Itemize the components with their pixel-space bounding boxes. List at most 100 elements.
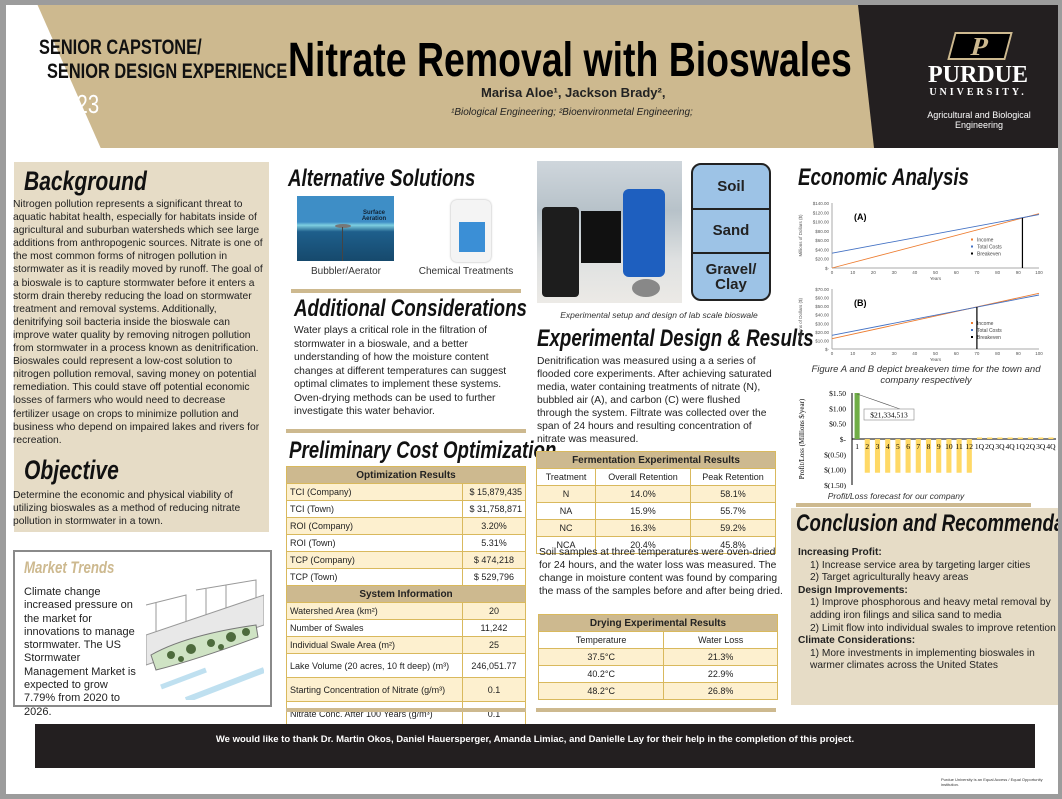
table-header-row-cell: Water Loss: [663, 631, 778, 649]
x-tick-label: 1Q: [975, 442, 985, 451]
conclusion-item: 1) More investments in implementing bios…: [810, 647, 1035, 672]
optimization-header-title: Optimization Results: [286, 466, 526, 484]
y-tick-label: $140.00: [813, 201, 830, 206]
bioswale-illustration: [146, 579, 264, 700]
divider: [291, 289, 521, 293]
lab-setup-photo: [537, 161, 682, 303]
x-tick-label: 70: [974, 270, 980, 275]
affiliations: ¹Biological Engineering; ²Bioenvironmeta…: [451, 107, 693, 118]
x-tick-label: 50: [933, 351, 939, 356]
x-tick-label: 5: [896, 442, 900, 451]
table-row: 48.2°C 26.8%: [537, 682, 778, 700]
x-tick-label: 30: [892, 270, 898, 275]
x-axis-label: Years: [930, 276, 942, 281]
authors: Marisa Aloe¹, Jackson Brady²,: [481, 85, 666, 100]
system-header: System Information: [286, 585, 526, 603]
x-tick-label: 1: [855, 442, 859, 451]
table-row-cell: TCP (Town): [286, 568, 463, 586]
table-row-cell: 48.2°C: [537, 682, 665, 700]
layer-sand: Sand: [693, 210, 769, 255]
table-row: 40.2°C 22.9%: [537, 665, 778, 683]
purdue-wordmark: PURDUE: [928, 62, 1028, 88]
y-tick-label: $1.00: [829, 404, 846, 413]
table-row-cell: 16.3%: [595, 519, 691, 537]
table-row: Starting Concentration of Nitrate (g/m³)…: [286, 677, 527, 702]
conclusion-list: Increasing Profit: 1) Increase service ar…: [798, 547, 1056, 673]
table-header-row: Treatment Overall Retention Peak Retention: [535, 468, 776, 486]
legend-label: Income: [977, 321, 994, 327]
alternative-solutions-title: Alternative Solutions: [288, 165, 476, 192]
x-tick-label: 3Q: [1036, 442, 1046, 451]
purdue-p-logo-icon: P: [947, 32, 1013, 61]
y-tick-label: $(1.50): [824, 481, 846, 489]
acknowledgement-footer: We would like to thank Dr. Martin Okos, …: [35, 724, 1035, 768]
conclusion-item: 2) Target agriculturally heavy areas: [810, 572, 969, 584]
x-tick-label: 3: [876, 442, 880, 451]
table-row-cell: TCP (Company): [286, 551, 463, 569]
x-tick-label: 12: [966, 442, 974, 451]
series-line-income: [831, 292, 1040, 340]
table-row: ROI (Company) 3.20%: [286, 517, 527, 535]
bar: [1017, 437, 1023, 439]
x-tick-label: 2Q: [985, 442, 995, 451]
series-line-total-costs: [831, 214, 1040, 254]
table-row-cell: ROI (Company): [286, 517, 463, 535]
bar: [1048, 437, 1054, 439]
capstone-line-2: SENIOR DESIGN EXPERIENCE: [47, 60, 288, 83]
x-tick-label: 60: [954, 270, 960, 275]
table-row-cell: Number of Swales: [286, 619, 463, 637]
y-tick-label: $120.00: [813, 210, 830, 215]
y-tick-label: $-: [825, 266, 830, 271]
legend-marker: [971, 336, 973, 338]
table-row-cell: 22.9%: [663, 665, 778, 683]
table-row-cell: 45.8%: [690, 536, 776, 554]
annotation-label: $21,334,513: [870, 411, 908, 420]
bioswale-layers-diagram: Soil Sand Gravel/ Clay: [691, 163, 771, 301]
conclusion-item: 1) Increase service area by targeting la…: [810, 559, 1031, 571]
table-row-cell: Lake Volume (20 acres, 10 ft deep) (m³): [286, 653, 463, 678]
poster: SENIOR CAPSTONE/ SENIOR DESIGN EXPERIENC…: [6, 5, 1058, 794]
legend-marker: [971, 238, 973, 241]
y-tick-label: $60.00: [815, 238, 829, 243]
x-tick-label: 70: [974, 351, 980, 356]
bar: [997, 437, 1003, 439]
table-row: Number of Swales 11,242: [286, 619, 527, 637]
table-header-row-cell: Overall Retention: [595, 468, 691, 486]
capstone-line-1: SENIOR CAPSTONE/: [39, 36, 202, 59]
bubbler-aerator-image: Surface Aeration: [297, 196, 394, 261]
table-row-cell: 55.7%: [690, 502, 776, 520]
setup-caption: Experimental setup and design of lab sca…: [560, 310, 758, 320]
x-tick-label: 90: [1016, 270, 1022, 275]
table-row: Lake Volume (20 acres, 10 ft deep) (m³) 2…: [286, 653, 527, 678]
table-row-cell: 246,051.77: [461, 653, 527, 678]
bar: [925, 439, 932, 473]
y-tick-label: $20.00: [815, 330, 829, 335]
table-row: 37.5°C 21.3%: [537, 648, 778, 666]
table-header-row: Temperature Water Loss: [537, 631, 778, 649]
objective-title: Objective: [24, 455, 119, 485]
table-row-cell: 59.2%: [690, 519, 776, 537]
acknowledgement-text: We would like to thank Dr. Martin Okos, …: [215, 734, 855, 745]
y-tick-label: $(1.00): [824, 466, 846, 475]
objective-text: Determine the economic and physical viab…: [13, 490, 241, 528]
bar: [966, 439, 972, 473]
market-trends-text: Climate change increased pressure on the…: [24, 586, 136, 718]
cost-optimization-title: Preliminary Cost Optimization: [289, 437, 557, 464]
table-row: TCI (Town) $ 31,758,871: [286, 500, 527, 518]
table-row: NCA 20.4% 45.8%: [535, 536, 776, 554]
economic-analysis-title: Economic Analysis: [798, 164, 969, 191]
y-tick-label: $-: [825, 347, 830, 352]
x-tick-label: 2Q: [1026, 442, 1036, 451]
background-panel: [14, 162, 269, 532]
conclusion-heading: Increasing Profit:: [798, 547, 882, 558]
y-tick-label: $100.00: [813, 220, 830, 225]
y-tick-label: $1.50: [829, 389, 846, 398]
y-axis-label: Millions of Dollars ($): [798, 297, 803, 340]
table-row-cell: 37.5°C: [537, 648, 665, 666]
legend-marker: [971, 329, 973, 331]
breakeven-chart-b: $- $10.00 $20.00 $30.00 $40.00 $50.00 $60.00 $7…: [798, 287, 1043, 362]
table-row-cell: 5.31%: [461, 534, 527, 552]
y-tick-label: $60.00: [815, 296, 829, 301]
bubbler-caption: Bubbler/Aerator: [310, 266, 382, 277]
bar: [854, 393, 860, 439]
